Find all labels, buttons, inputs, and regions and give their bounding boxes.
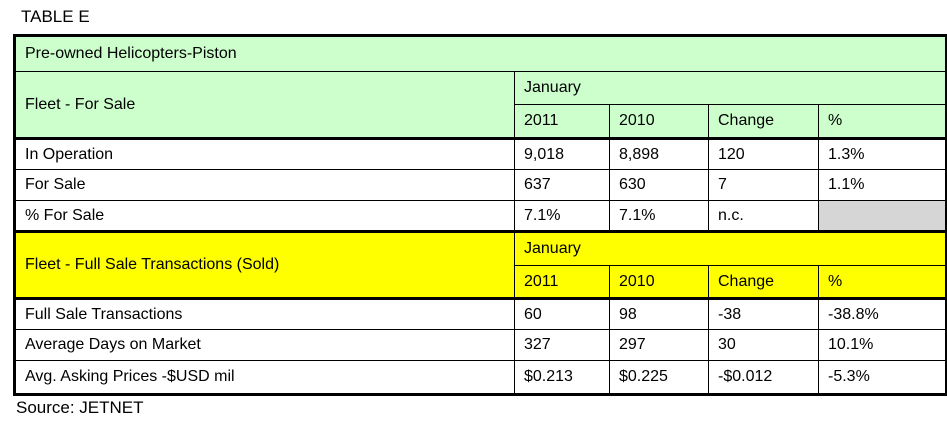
section2-col-2011: 2011 bbox=[514, 265, 610, 300]
row-label: In Operation bbox=[14, 138, 515, 170]
table-label: TABLE E bbox=[21, 7, 90, 26]
row-label: % For Sale bbox=[14, 200, 515, 233]
cell-value-na bbox=[818, 200, 947, 233]
cell-value: 60 bbox=[514, 298, 610, 330]
section1-col-pct: % bbox=[818, 104, 947, 140]
cell-value: $0.213 bbox=[514, 360, 610, 395]
table-row: In Operation 9,018 8,898 120 1.3% bbox=[14, 138, 947, 170]
row-label: Avg. Asking Prices -$USD mil bbox=[14, 360, 515, 395]
section2-period-cell: January bbox=[514, 231, 947, 266]
row-label: For Sale bbox=[14, 169, 515, 201]
cell-value: $0.225 bbox=[609, 360, 709, 395]
table-row: Pre-owned Helicopters-Piston bbox=[14, 35, 947, 72]
section2-col-2010: 2010 bbox=[609, 265, 709, 300]
cell-value: 98 bbox=[609, 298, 709, 330]
section1-label-cell: Fleet - For Sale bbox=[14, 71, 515, 140]
table-row: % For Sale 7.1% 7.1% n.c. bbox=[14, 200, 947, 233]
cell-value: 637 bbox=[514, 169, 610, 201]
cell-value: -5.3% bbox=[818, 360, 947, 395]
cell-value: n.c. bbox=[708, 200, 819, 233]
cell-value: 297 bbox=[609, 329, 709, 361]
cell-value: 1.1% bbox=[818, 169, 947, 201]
table-title-cell: Pre-owned Helicopters-Piston bbox=[14, 35, 947, 72]
table-row: 2011 2010 Change % bbox=[15, 104, 947, 140]
cell-value: 7 bbox=[708, 169, 819, 201]
section1-col-2010: 2010 bbox=[609, 104, 709, 140]
section2-label-cell: Fleet - Full Sale Transactions (Sold) bbox=[14, 231, 515, 300]
row-label: Average Days on Market bbox=[14, 329, 515, 361]
table-row: Avg. Asking Prices -$USD mil $0.213 $0.2… bbox=[14, 360, 947, 395]
cell-value: 8,898 bbox=[609, 138, 709, 170]
cell-value: -38 bbox=[708, 298, 819, 330]
table-row: Fleet - Full Sale Transactions (Sold) Ja… bbox=[14, 231, 947, 300]
row-label: Full Sale Transactions bbox=[14, 298, 515, 330]
cell-value: -38.8% bbox=[818, 298, 947, 330]
cell-value: 1.3% bbox=[818, 138, 947, 170]
cell-value: 9,018 bbox=[514, 138, 610, 170]
section1-col-2011: 2011 bbox=[514, 104, 610, 140]
source-credit: Source: JETNET bbox=[16, 398, 144, 417]
section1-col-change: Change bbox=[708, 104, 819, 140]
cell-value: 327 bbox=[514, 329, 610, 361]
helicopters-piston-table: Pre-owned Helicopters-Piston Fleet - For… bbox=[13, 34, 947, 396]
cell-value: 10.1% bbox=[818, 329, 947, 361]
cell-value: 7.1% bbox=[609, 200, 709, 233]
section2-col-pct: % bbox=[818, 265, 947, 300]
cell-value: 630 bbox=[609, 169, 709, 201]
table-row: Average Days on Market 327 297 30 10.1% bbox=[14, 329, 947, 361]
cell-value: 30 bbox=[708, 329, 819, 361]
section2-col-change: Change bbox=[708, 265, 819, 300]
table-row: For Sale 637 630 7 1.1% bbox=[14, 169, 947, 201]
table-row: Full Sale Transactions 60 98 -38 -38.8% bbox=[14, 298, 947, 330]
cell-value: 120 bbox=[708, 138, 819, 170]
table-row: Fleet - For Sale January bbox=[14, 71, 947, 140]
cell-value: -$0.012 bbox=[708, 360, 819, 395]
table-row: 2011 2010 Change % bbox=[15, 265, 947, 300]
section1-period-cell: January bbox=[514, 71, 947, 105]
cell-value: 7.1% bbox=[514, 200, 610, 233]
